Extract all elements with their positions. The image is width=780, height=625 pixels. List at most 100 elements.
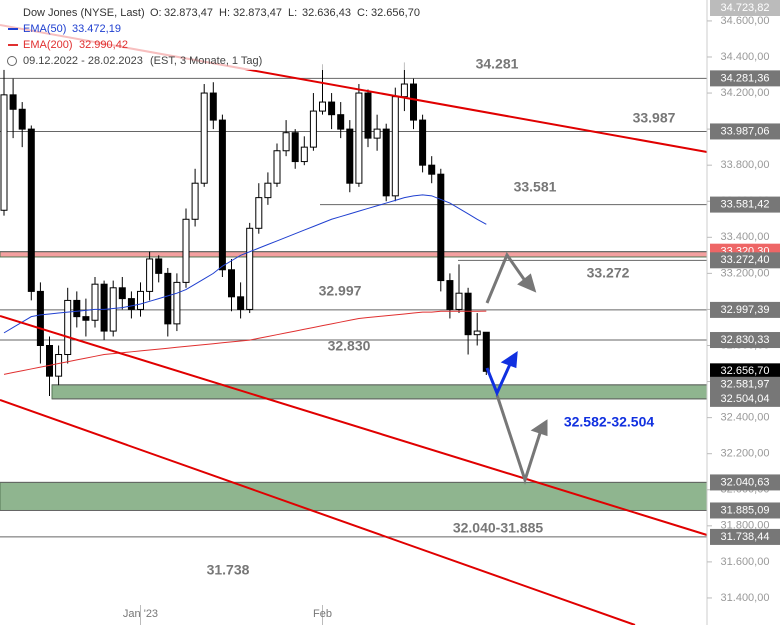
candle-body: [73, 299, 81, 318]
candle-body: [482, 331, 490, 372]
candle-body: [319, 101, 326, 112]
candle-body: [146, 258, 154, 292]
ema-line: [3, 310, 487, 375]
legend-value: 32.990,42: [79, 39, 128, 51]
candle-body: [118, 287, 126, 300]
arrow: [485, 361, 513, 397]
candle-body: [218, 119, 226, 271]
candle-body: [282, 132, 290, 152]
y-tick-label: 34.200,00: [721, 87, 770, 99]
price-tag-label: 32.830,33: [721, 334, 770, 346]
candle-body: [209, 92, 217, 121]
clock-icon: [7, 56, 17, 66]
arrow-head: [517, 273, 537, 293]
candle-body: [473, 330, 481, 336]
candle-body: [428, 164, 436, 175]
candle-body: [64, 299, 72, 356]
candle-body: [155, 258, 163, 274]
legend-value: 33.472,19: [72, 23, 121, 35]
x-tick-label: Jan '23: [123, 608, 158, 620]
annotation: 33.987: [633, 110, 676, 126]
candle-body: [246, 227, 254, 310]
candle-body: [382, 128, 390, 197]
price-tag: [710, 0, 780, 16]
y-tick-label: 33.400,00: [721, 231, 770, 243]
candle-body: [446, 280, 454, 310]
zone: [0, 251, 708, 258]
candle-body: [391, 96, 399, 197]
candle-body: [91, 283, 99, 321]
annotation: 32.830: [328, 338, 371, 354]
stat-value: 32.656,70: [371, 7, 420, 19]
trend-line: [0, 315, 708, 536]
price-tag-label: 32.997,39: [721, 304, 770, 316]
candle-body: [309, 110, 317, 148]
price-tag-label: 31.885,09: [721, 504, 770, 516]
candle-body: [200, 92, 208, 184]
annotation: 31.738: [207, 562, 250, 578]
candle-body: [164, 272, 172, 325]
candle-body: [373, 128, 381, 139]
stat-name: H:: [219, 7, 230, 19]
arrows: [485, 251, 548, 485]
stat-name: O:: [150, 7, 162, 19]
y-tick-label: 31.800,00: [721, 520, 770, 532]
candle-body: [364, 92, 372, 139]
y-tick-label: 31.400,00: [721, 592, 770, 604]
candle-body: [273, 150, 281, 184]
candle-body: [437, 173, 445, 282]
candle-body: [18, 108, 26, 130]
arrow: [485, 251, 530, 304]
candle-body: [36, 290, 44, 346]
legend-bg: [0, 0, 420, 70]
zone: [0, 481, 708, 511]
candle-body: [255, 197, 263, 229]
candle-body: [191, 182, 199, 220]
y-tick-label: 32.400,00: [721, 412, 770, 424]
price-tag: [710, 363, 780, 380]
candle-body: [182, 218, 190, 283]
price-tag: [710, 252, 780, 269]
annotation: 34.281: [476, 56, 519, 72]
annotation: 32.582-32.504: [564, 414, 655, 430]
annotation: 33.581: [514, 179, 557, 195]
price-tag-label: 32.581,97: [721, 379, 770, 391]
arrow-head: [500, 351, 518, 369]
y-tick-label: 33.800,00: [721, 159, 770, 171]
candle-body: [100, 283, 108, 332]
x-tick-label: Feb: [313, 608, 332, 620]
price-tag: [710, 528, 780, 545]
price-tag: [710, 332, 780, 349]
price-tag-label: 33.272,40: [721, 254, 770, 266]
y-tick-label: 31.600,00: [721, 556, 770, 568]
candle-body: [237, 296, 245, 310]
annotation: 32.040-31.885: [453, 520, 544, 536]
stat-value: 32.873,47: [233, 7, 282, 19]
trend-line: [0, 399, 636, 625]
candle-body: [9, 94, 17, 110]
zone: [51, 384, 708, 400]
candle-body: [0, 94, 8, 211]
candle-body: [419, 119, 427, 166]
y-tick-label: 32.200,00: [721, 448, 770, 460]
y-tick-label: 34.600,00: [721, 15, 770, 27]
price-tag: [710, 376, 780, 393]
range-note: (EST, 3 Monate, 1 Tag): [150, 55, 262, 67]
arrow: [495, 394, 543, 485]
price-tag-label: 32.040,63: [721, 476, 770, 488]
candle-body: [137, 290, 144, 310]
candle-body: [337, 114, 345, 130]
candle-body: [264, 182, 272, 199]
price-tag-label: 33.581,42: [721, 198, 770, 210]
candle-body: [173, 281, 181, 325]
candle-body: [127, 298, 135, 310]
price-tag: [710, 474, 780, 491]
annotation: 33.272: [587, 265, 630, 281]
price-tag-label: 33.987,06: [721, 125, 770, 137]
stat-value: 32.873,47: [164, 7, 213, 19]
y-tick-label: 33.200,00: [721, 267, 770, 279]
price-tag-label: 32.504,04: [721, 393, 770, 405]
price-tag-label: 31.738,44: [721, 531, 770, 543]
title: Dow Jones (NYSE, Last): [23, 7, 145, 19]
